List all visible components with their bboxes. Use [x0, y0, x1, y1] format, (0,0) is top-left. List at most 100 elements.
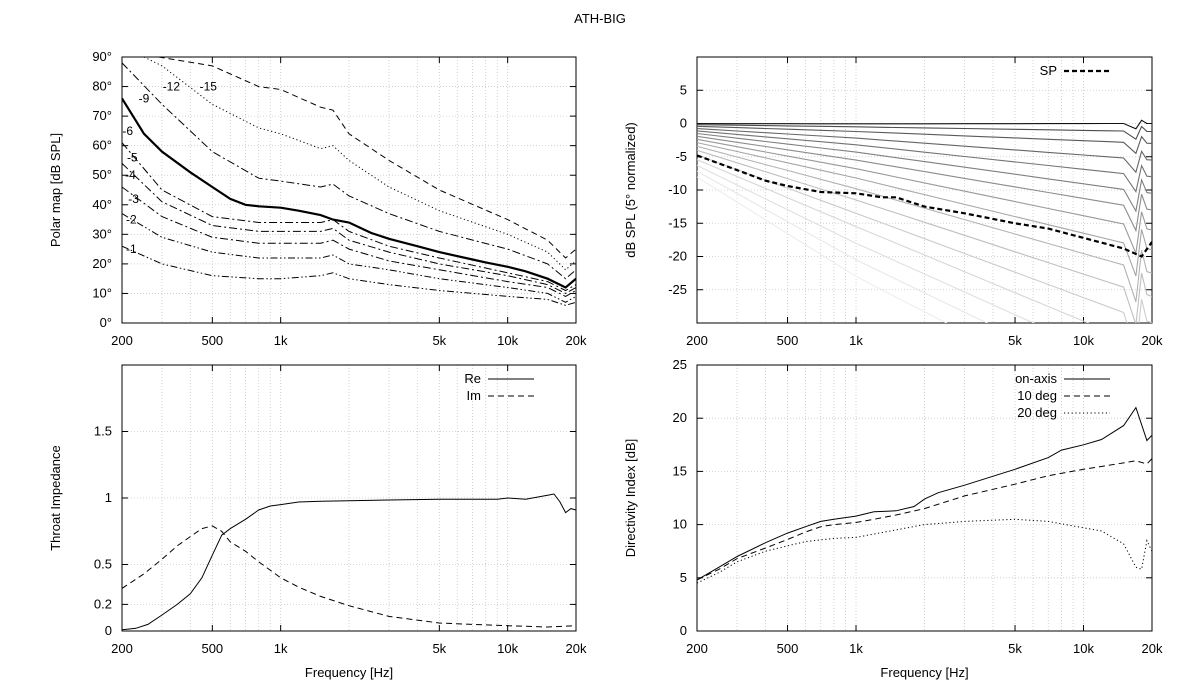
x-tick-label: 500	[201, 641, 223, 656]
plot-frame	[696, 364, 1153, 632]
polar-response-line	[697, 132, 1152, 213]
y-axis-label: Throat Impedance	[48, 445, 63, 551]
plot-area	[122, 493, 576, 631]
chart-directivity: 200 500 1k 5k 10k 20k 0 5 10 15 20 25 Directivity In…	[623, 357, 1163, 680]
series-line	[122, 493, 576, 631]
contour-label: -5	[127, 150, 138, 164]
y-tick-label: 25	[673, 357, 687, 372]
polar-response-line	[697, 164, 1035, 323]
x-tick-label: 20k	[1142, 641, 1163, 656]
x-tick-label: 1k	[849, 641, 863, 656]
contour-line	[122, 163, 576, 294]
y-tick-label: 10°	[92, 285, 112, 300]
y-tick-label: 1	[105, 490, 112, 505]
x-tick-label: 200	[686, 641, 708, 656]
y-tick-label: 0	[680, 623, 687, 638]
plot-area	[697, 406, 1152, 584]
y-tick-label: 60°	[92, 138, 112, 153]
contour-label: -9	[139, 91, 150, 105]
series-line	[697, 154, 1152, 258]
contour-line	[122, 245, 576, 306]
y-tick-label: 80°	[92, 79, 112, 94]
chart-normalized: 200 500 1k 5k 10k 20k 5 0 -5 -10 -15 -20 -25 dB SPL (…	[623, 56, 1163, 348]
y-tick-label: 15	[673, 463, 687, 478]
polar-response-line	[697, 135, 1152, 233]
plot-area	[122, 57, 576, 306]
x-tick-label: 5k	[432, 641, 446, 656]
y-tick-label: 0.2	[94, 596, 112, 611]
polar-response-line	[697, 159, 1090, 323]
y-tick-label: 90°	[92, 49, 112, 64]
contour-label: -4	[125, 168, 136, 182]
y-tick-label: 1.5	[94, 424, 112, 439]
y-tick-label: 5	[680, 570, 687, 585]
series-line	[697, 406, 1152, 581]
legend-label: 20 deg	[1017, 405, 1057, 420]
x-tick-label: 10k	[497, 641, 518, 656]
y-tick-label: 30°	[92, 226, 112, 241]
polar-response-line	[697, 145, 1152, 302]
y-tick-label: -15	[668, 215, 687, 230]
x-tick-label: 20k	[566, 333, 587, 348]
y-axis-label: dB SPL (5° normalized)	[623, 122, 638, 258]
polar-response-line	[697, 119, 1152, 130]
chart-polar: 200 500 1k 5k 10k 20k 0° 10° 20° 30° 40° 50° 60° 70° 8…	[48, 49, 587, 348]
x-tick-label: 10k	[1073, 333, 1094, 348]
y-tick-label: 10	[673, 517, 687, 532]
contour-label: -2	[126, 213, 137, 227]
x-tick-label: 1k	[274, 333, 288, 348]
legend-label: on-axis	[1015, 371, 1057, 386]
x-tick-label: 5k	[432, 333, 446, 348]
x-tick-label: 500	[201, 333, 223, 348]
contour-line	[122, 186, 576, 297]
contour-line	[143, 57, 576, 271]
x-tick-label: 200	[111, 333, 133, 348]
chart-impedance: 200 500 1k 5k 10k 20k 0 0.2 0.5 1 1.5 Throat Impeda…	[48, 364, 587, 680]
legend-label: SP	[1040, 63, 1057, 78]
polar-response-line	[697, 138, 1152, 256]
figure-title: ATH-BIG	[574, 11, 626, 26]
plot-frame	[121, 56, 577, 324]
x-tick-label: 20k	[1142, 333, 1163, 348]
x-tick-label: 20k	[566, 641, 587, 656]
x-tick-label: 5k	[1008, 333, 1022, 348]
charts: 200 500 1k 5k 10k 20k0°10°20°30°40°50°60°70°8…	[48, 49, 1163, 680]
x-tick-label: 1k	[274, 641, 288, 656]
y-tick-label: 70°	[92, 108, 112, 123]
y-tick-label: 5	[680, 82, 687, 97]
x-axis-label: Frequency [Hz]	[305, 665, 393, 680]
y-axis-label: Directivity Index [dB]	[623, 439, 638, 558]
contour-label: -6	[122, 124, 133, 138]
contour-line	[122, 62, 576, 280]
y-tick-label: 0	[680, 116, 687, 131]
contour-label: -3	[128, 192, 139, 206]
polar-response-line	[697, 128, 1152, 174]
contour-line	[158, 57, 576, 259]
contour-label: -12	[163, 80, 181, 94]
polar-response-line	[697, 154, 1152, 323]
y-axis-label: Polar map [dB SPL]	[48, 133, 63, 247]
y-tick-label: -20	[668, 249, 687, 264]
polar-response-line	[697, 142, 1152, 277]
legend-label: Im	[467, 388, 481, 403]
y-tick-label: 0°	[100, 315, 112, 330]
x-axis-label: Frequency [Hz]	[880, 665, 968, 680]
y-tick-label: -5	[675, 149, 687, 164]
legend-label: Re	[464, 371, 481, 386]
y-tick-label: -10	[668, 182, 687, 197]
y-tick-label: -25	[668, 282, 687, 297]
series-line	[122, 525, 576, 628]
polar-response-line	[697, 149, 1152, 323]
contour-line	[122, 97, 576, 289]
legend-label: 10 deg	[1017, 388, 1057, 403]
plot-area	[697, 119, 1152, 323]
x-tick-label: 1k	[849, 333, 863, 348]
polar-response-line	[697, 124, 1152, 141]
y-tick-label: 40°	[92, 197, 112, 212]
x-tick-label: 200	[111, 641, 133, 656]
contour-label: -1	[126, 242, 137, 256]
x-tick-label: 500	[777, 333, 799, 348]
x-tick-label: 500	[777, 641, 799, 656]
polar-response-line	[697, 125, 1152, 155]
